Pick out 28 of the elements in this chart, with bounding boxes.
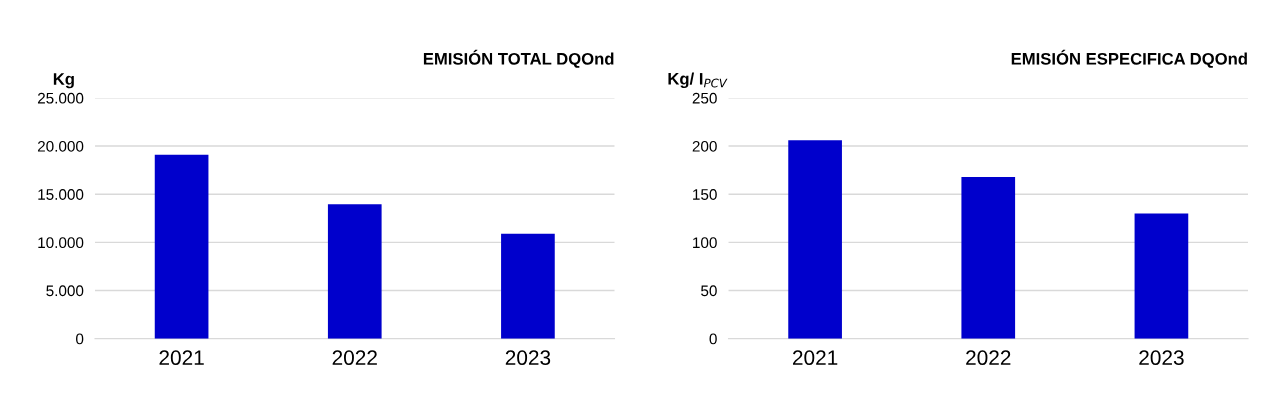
chart-title: EMISIÓN TOTAL DQOnd (423, 49, 614, 68)
bar (501, 233, 555, 339)
bar (1134, 213, 1189, 339)
y-tick-label: 50 (701, 285, 717, 297)
bar (788, 140, 842, 339)
chart-title: EMISIÓN ESPECIFICA DQOnd (1011, 49, 1247, 68)
y-tick-label: 10.000 (38, 237, 84, 249)
x-tick-label: 2023 (1139, 350, 1184, 366)
y-tick-label: 15.000 (38, 189, 84, 200)
x-tick-label: 2021 (792, 350, 838, 366)
y-tick-label: 250 (692, 92, 717, 104)
bar (154, 154, 209, 339)
y-tick-label: 100 (693, 237, 717, 249)
y-tick-label: 150 (693, 189, 717, 200)
y-tick-label: 0 (709, 333, 717, 345)
bar (327, 204, 382, 339)
y-axis-title: Kg (53, 73, 74, 89)
y-tick-label: 200 (692, 140, 717, 152)
y-tick-label: 5.000 (46, 285, 84, 297)
x-tick-label: 2022 (332, 350, 377, 366)
y-tick-label: 20.000 (37, 140, 84, 152)
y-axis-title: Kg/ I$_{PCV}$ (668, 72, 728, 89)
x-tick-label: 2021 (159, 350, 204, 366)
y-tick-label: 25.000 (37, 92, 84, 104)
bar (961, 176, 1016, 339)
x-tick-label: 2022 (966, 350, 1011, 366)
y-tick-label: 0 (76, 333, 84, 345)
x-tick-label: 2023 (505, 350, 551, 366)
